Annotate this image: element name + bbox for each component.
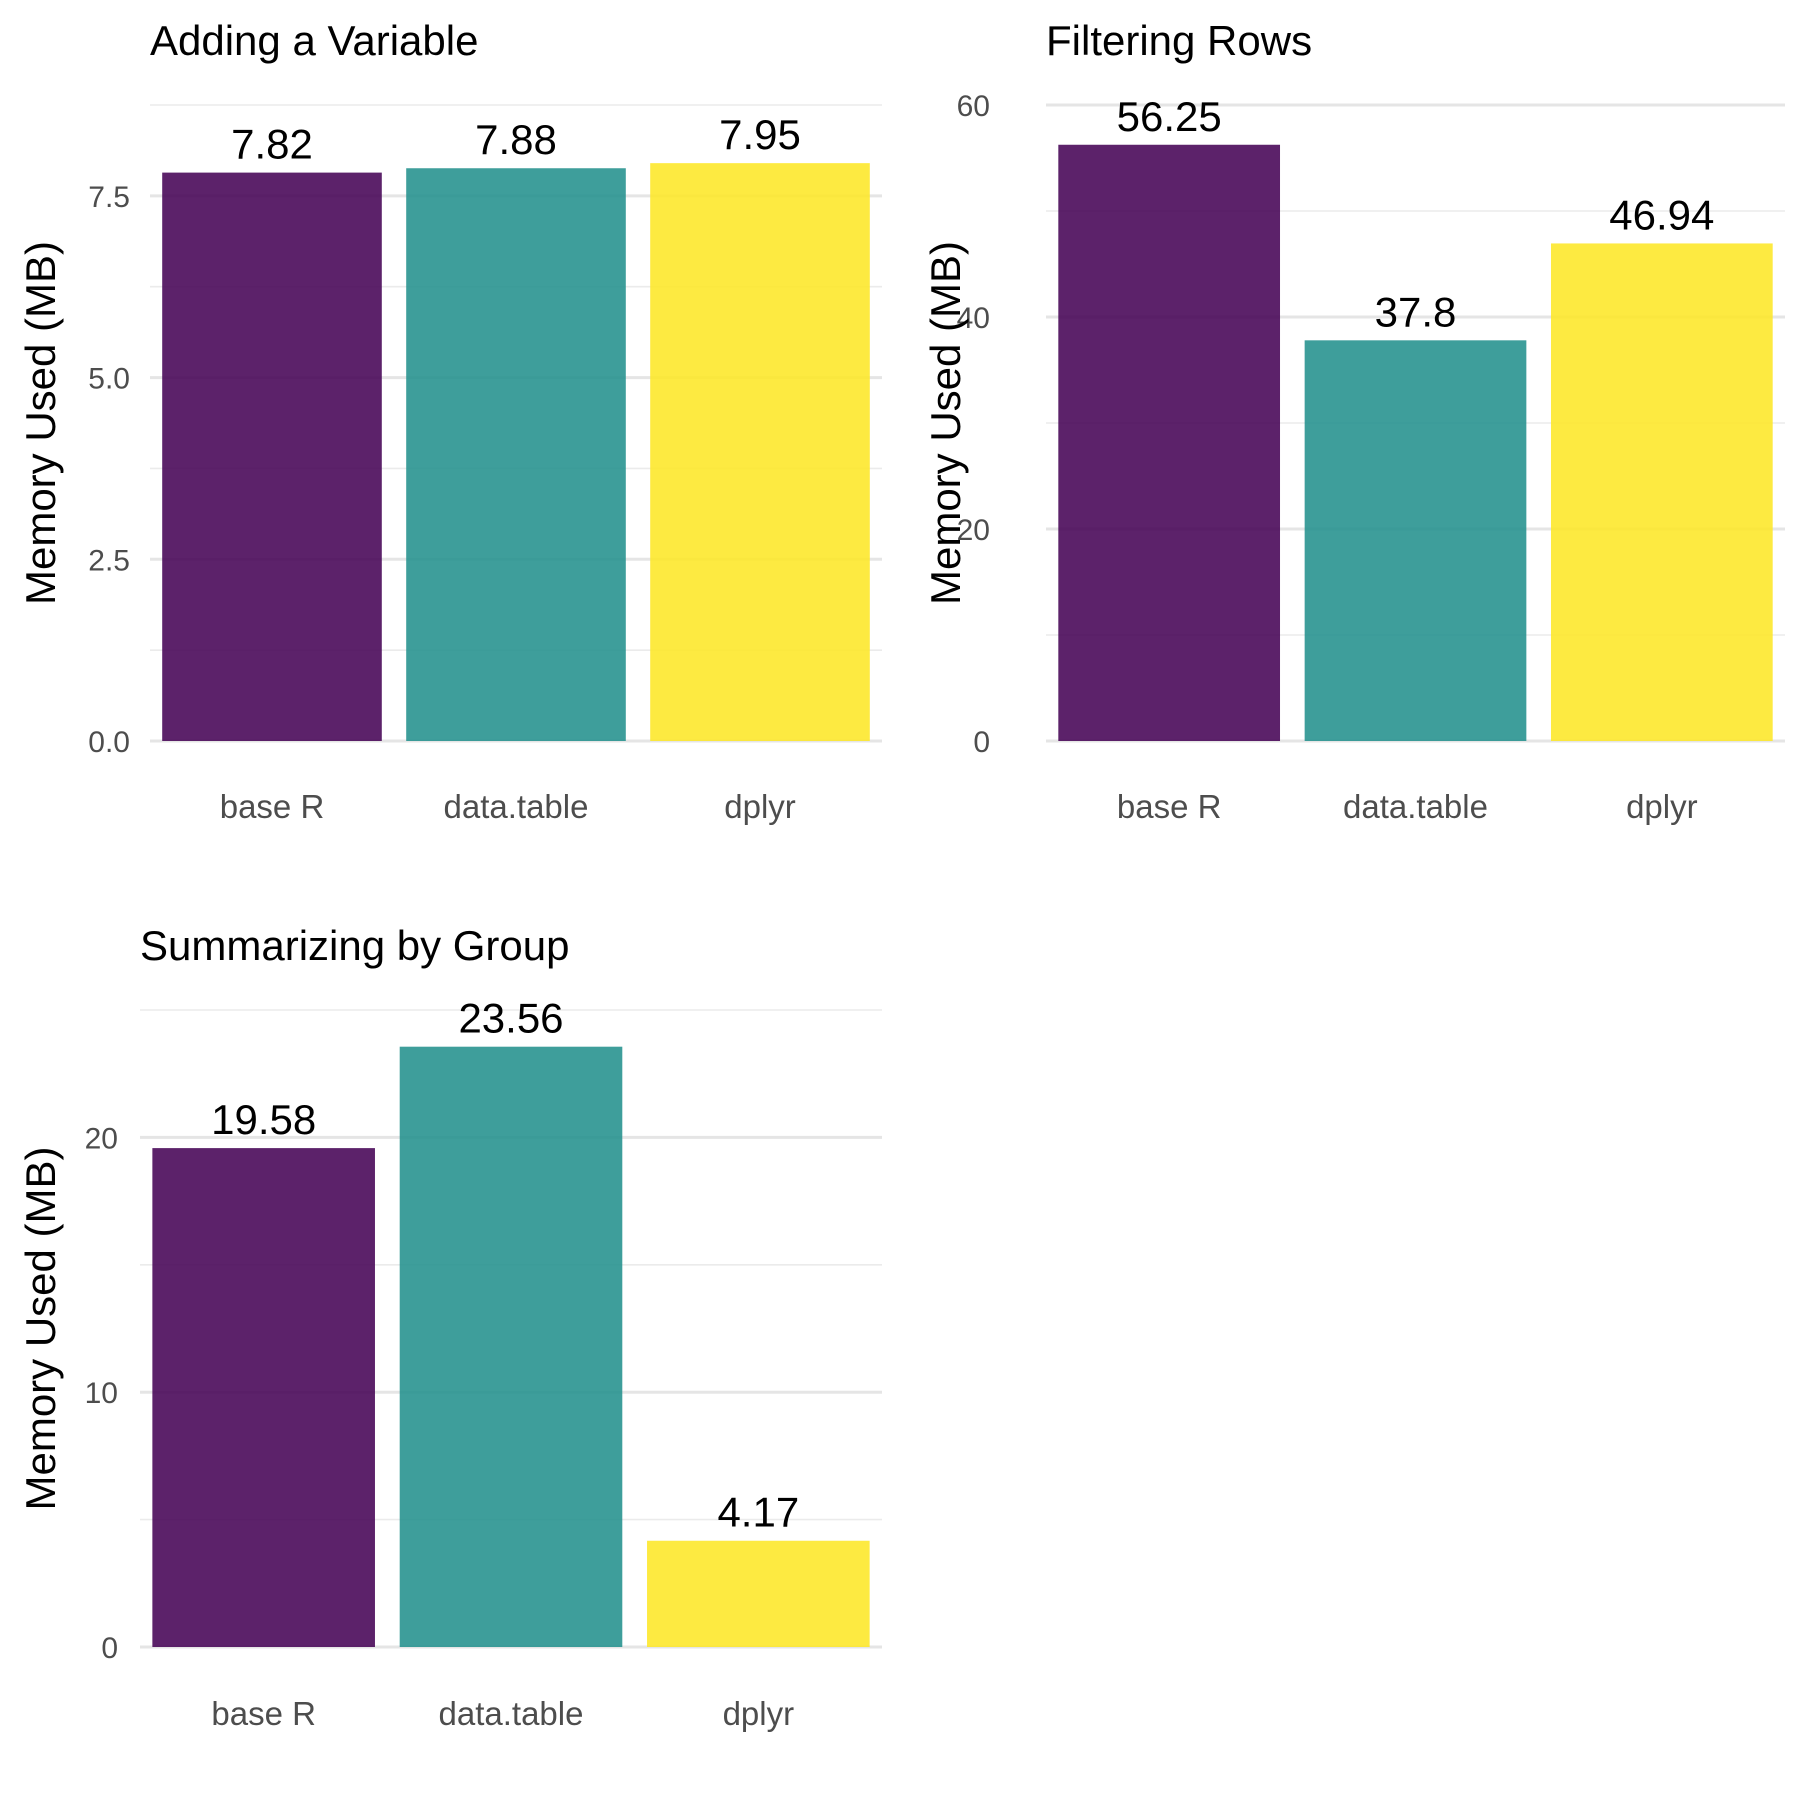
x-tick-label: data.table	[1343, 788, 1488, 825]
chart-title: Adding a Variable	[150, 17, 478, 64]
bar-dplyr	[1550, 243, 1773, 741]
y-axis-label: Memory Used (MB)	[17, 1146, 64, 1510]
y-tick-label: 60	[957, 90, 990, 123]
y-axis-label: Memory Used (MB)	[922, 241, 969, 605]
chart-panel-2: 0 20 40 60 56.25 base R 37.8 data.table 46.94 dpl…	[922, 17, 1785, 825]
y-tick-label: 0	[973, 726, 990, 759]
y-tick-label: 10	[85, 1377, 118, 1410]
y-axis-label: Memory Used (MB)	[17, 241, 64, 605]
y-tick-label: 0.0	[88, 726, 130, 759]
data-label: 19.58	[211, 1096, 316, 1143]
data-label: 37.8	[1375, 288, 1457, 335]
y-tick-label: 0	[101, 1632, 118, 1665]
data-label: 7.88	[475, 116, 557, 163]
x-tick-label: dplyr	[723, 1695, 795, 1732]
y-tick-label: 40	[957, 302, 990, 335]
data-label: 4.17	[717, 1489, 799, 1536]
y-tick-label: 20	[957, 514, 990, 547]
x-tick-label: data.table	[444, 788, 589, 825]
x-tick-label: base R	[211, 1695, 316, 1732]
x-tick-label: dplyr	[724, 788, 796, 825]
chart-panel-3: 0 10 20 19.58 base R 23.56 data.table 4.17 dplyr…	[17, 922, 882, 1732]
bar-data-table	[1304, 340, 1527, 741]
x-tick-label: data.table	[439, 1695, 584, 1732]
chart-title: Summarizing by Group	[140, 922, 570, 969]
bar-data-table	[399, 1046, 623, 1647]
data-label: 56.25	[1117, 93, 1222, 140]
bar-base-r	[162, 172, 382, 741]
data-label: 7.95	[719, 111, 801, 158]
chart-panel-1: 0.0 2.5 5.0 7.5 7.82 base R 7.88 data.table 7.95…	[17, 17, 882, 825]
bar-data-table	[406, 168, 626, 741]
bar-dplyr	[647, 1540, 870, 1647]
bar-dplyr	[650, 163, 870, 742]
x-tick-label: base R	[220, 788, 325, 825]
data-label: 7.82	[231, 121, 313, 168]
chart-title: Filtering Rows	[1046, 17, 1312, 64]
y-tick-label: 20	[85, 1122, 118, 1155]
data-label: 23.56	[458, 995, 563, 1042]
y-tick-label: 7.5	[88, 181, 130, 214]
x-tick-label: base R	[1117, 788, 1222, 825]
x-tick-label: dplyr	[1626, 788, 1698, 825]
y-tick-label: 2.5	[88, 544, 130, 577]
bar-base-r	[1058, 144, 1281, 741]
bar-base-r	[152, 1148, 375, 1647]
data-label: 46.94	[1609, 191, 1714, 238]
y-tick-label: 5.0	[88, 363, 130, 396]
